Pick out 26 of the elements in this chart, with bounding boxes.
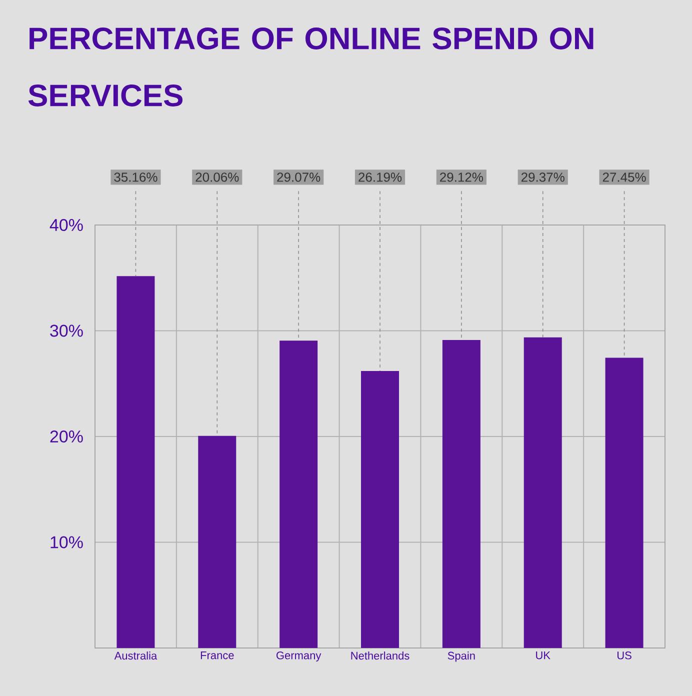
- data-label: 29.07%: [277, 172, 320, 182]
- data-label: 20.06%: [196, 172, 239, 182]
- bar: [442, 340, 480, 648]
- data-label: 35.16%: [114, 172, 158, 182]
- data-label: 29.12%: [440, 172, 484, 182]
- bar: [605, 358, 644, 648]
- x-tick-label: Netherlands: [351, 652, 410, 660]
- bar: [280, 340, 318, 648]
- bar: [524, 337, 562, 648]
- y-tick-label: 30%: [50, 324, 83, 337]
- bar: [116, 276, 155, 648]
- bar: [361, 371, 400, 648]
- bar: [198, 436, 236, 648]
- x-tick-label: Germany: [276, 652, 322, 662]
- y-tick-label: 20%: [50, 430, 83, 443]
- x-tick-label: Spain: [448, 652, 475, 662]
- y-tick-label: 40%: [50, 218, 83, 232]
- x-tick-label: France: [200, 652, 234, 660]
- data-label: 27.45%: [602, 172, 646, 182]
- y-tick-label: 10%: [50, 536, 83, 548]
- x-tick-label: Australia: [114, 652, 158, 660]
- data-label: 29.37%: [521, 172, 564, 182]
- x-tick-label: UK: [536, 652, 550, 660]
- chart-title: PERCENTAGE OF ONLINE SPEND ON SERVICES: [28, 28, 594, 106]
- data-label: 26.19%: [358, 172, 402, 182]
- x-tick-label: US: [617, 652, 632, 660]
